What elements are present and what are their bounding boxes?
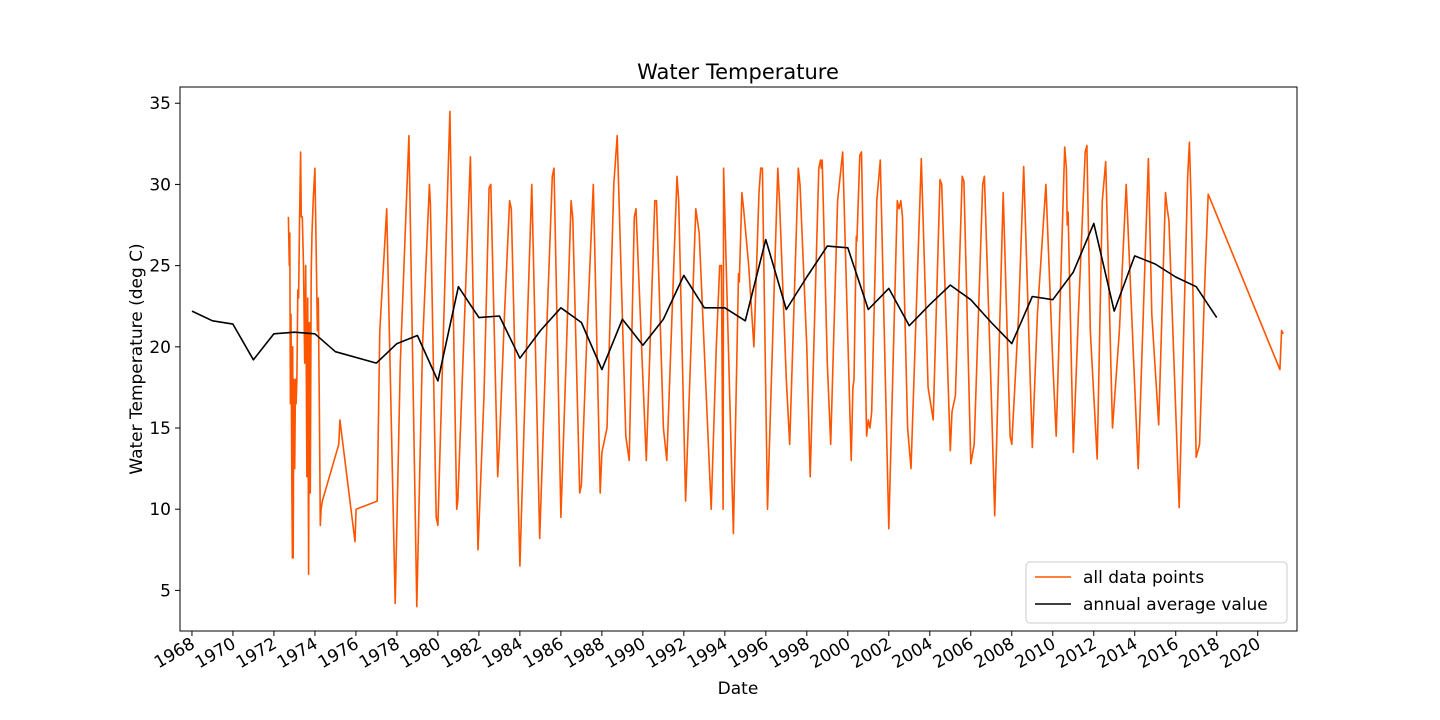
y-tick-label: 20: [149, 338, 171, 358]
y-tick-label: 10: [149, 500, 171, 520]
chart-title: Water Temperature: [637, 60, 839, 84]
y-axis: 5 10 15 20 25 30 35: [149, 94, 180, 601]
series-line-all-data-points: [287, 110, 1285, 608]
y-tick-label: 25: [149, 257, 171, 277]
y-tick-label: 35: [149, 94, 171, 114]
legend-box: [1025, 561, 1288, 624]
x-axis-label: Date: [718, 679, 759, 699]
y-tick-label: 5: [160, 581, 171, 601]
y-tick-label: 30: [149, 175, 171, 195]
plot-series: [191, 110, 1285, 608]
legend-label-annual-average: annual average value: [1083, 595, 1268, 615]
plot-frame: [179, 86, 1298, 632]
series-line-annual-average: [191, 222, 1218, 382]
y-tick-label: 15: [149, 419, 171, 439]
legend: all data points annual average value: [1025, 561, 1288, 624]
y-axis-label: Water Temperature (deg C): [127, 243, 147, 474]
legend-label-all-data: all data points: [1083, 568, 1204, 588]
